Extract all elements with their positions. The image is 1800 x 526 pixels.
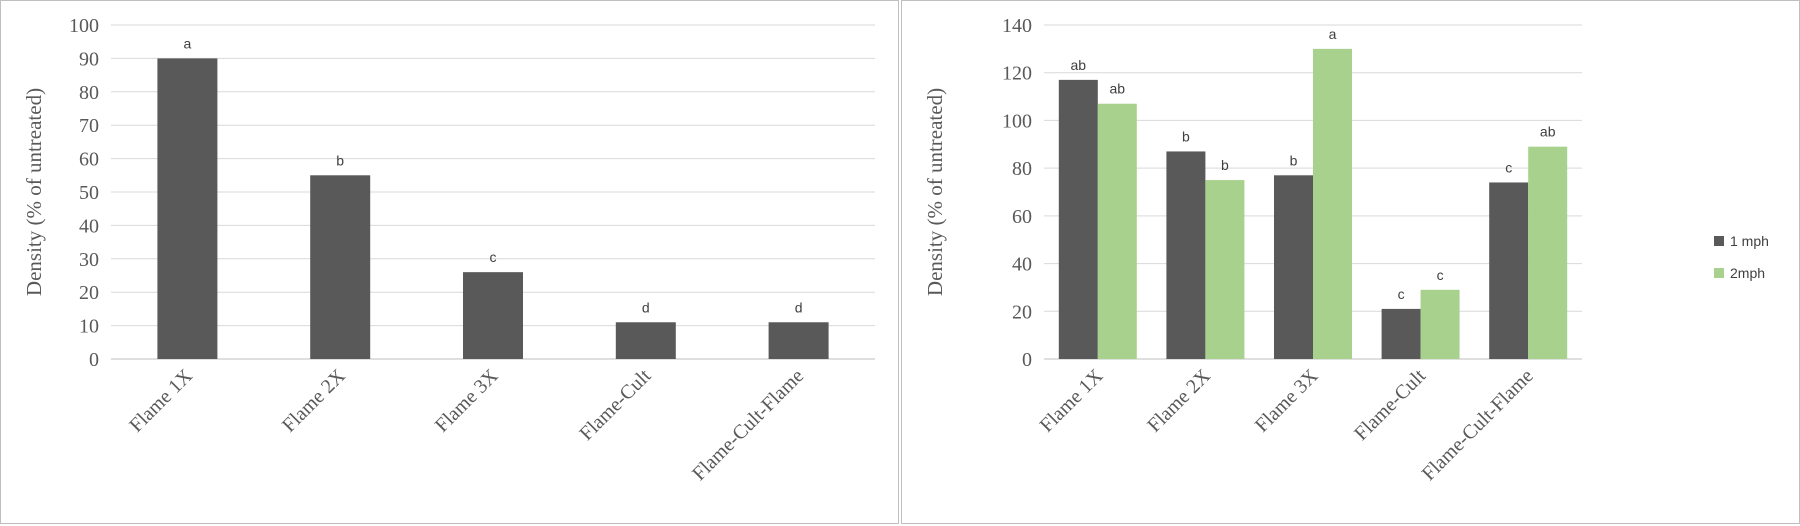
right-bar-chart: 0 20 40 60 80 100 120 140 Density (% of untreate… — [923, 15, 1769, 485]
bar-data-label: c — [1437, 267, 1444, 283]
bar — [768, 322, 829, 359]
bar — [463, 272, 523, 359]
legend-swatch — [1714, 268, 1724, 278]
bar — [1274, 175, 1313, 359]
bar-data-label: b — [1182, 128, 1190, 144]
x-tick-label: Flame-Cult — [575, 365, 655, 445]
y-tick-label: 20 — [1012, 301, 1032, 323]
y-tick-label: 90 — [79, 48, 99, 70]
x-tick-label: Flame-Cult-Flame — [1418, 365, 1538, 485]
bar — [157, 58, 218, 360]
bar-data-label: c — [1398, 286, 1405, 302]
bar-data-label: d — [795, 299, 803, 315]
y-tick-label: 0 — [1022, 349, 1032, 371]
right-chart-panel: 0 20 40 60 80 100 120 140 Density (% of untreate… — [901, 0, 1800, 524]
bar — [1313, 48, 1352, 359]
y-tick-label: 0 — [89, 349, 99, 371]
bar-data-label: b — [336, 152, 344, 168]
y-axis-label: Density (% of untreated) — [923, 88, 947, 296]
y-tick-label: 20 — [79, 282, 99, 304]
legend-label: 1 mph — [1730, 233, 1769, 249]
bar — [1166, 151, 1206, 359]
bar — [1489, 182, 1529, 359]
bar — [615, 322, 676, 359]
y-tick-label: 40 — [79, 215, 99, 237]
bar — [1058, 79, 1098, 359]
left-bar-chart: 0 10 20 30 40 50 60 70 80 90 100 Density (% of untr… — [22, 15, 875, 485]
legend-label: 2mph — [1730, 265, 1765, 281]
x-tick-label: Flame 3X — [1251, 365, 1323, 437]
y-tick-label: 100 — [69, 15, 99, 37]
y-tick-label: 100 — [1002, 110, 1032, 132]
y-tick-label: 30 — [79, 249, 99, 271]
y-tick-label: 60 — [79, 149, 99, 171]
x-tick-label: Flame 1X — [125, 365, 197, 437]
bar — [310, 175, 371, 359]
bar-data-label: c — [490, 249, 497, 265]
x-tick-label: Flame-Cult — [1350, 365, 1430, 445]
bar-data-label: c — [1505, 159, 1512, 175]
x-tick-label: Flame 2X — [278, 365, 350, 437]
bar — [1381, 308, 1421, 359]
bar-data-label: ab — [1540, 124, 1556, 140]
bar — [1420, 289, 1460, 359]
x-tick-label: Flame 2X — [1143, 365, 1215, 437]
y-tick-label: 50 — [79, 182, 99, 204]
y-tick-label: 80 — [1012, 158, 1032, 180]
y-tick-label: 80 — [79, 82, 99, 104]
y-tick-label: 120 — [1002, 63, 1032, 85]
bar-data-label: b — [1290, 152, 1298, 168]
bar-data-label: a — [1329, 26, 1337, 42]
bar-data-label: a — [184, 35, 192, 51]
bar — [1528, 146, 1568, 359]
y-axis-label: Density (% of untreated) — [22, 88, 46, 296]
x-tick-label: Flame 3X — [431, 365, 503, 437]
y-tick-label: 140 — [1002, 15, 1032, 37]
bar-data-label: ab — [1071, 57, 1087, 73]
bar-data-label: b — [1221, 157, 1229, 173]
x-tick-label: Flame-Cult-Flame — [688, 365, 808, 485]
bar-data-label: d — [642, 299, 650, 315]
bar — [1205, 180, 1245, 359]
x-tick-label: Flame 1X — [1036, 365, 1108, 437]
y-tick-label: 40 — [1012, 254, 1032, 276]
y-tick-label: 10 — [79, 316, 99, 338]
y-tick-label: 60 — [1012, 206, 1032, 228]
bar-data-label: ab — [1110, 81, 1126, 97]
legend-swatch — [1714, 236, 1724, 246]
left-chart-panel: 0 10 20 30 40 50 60 70 80 90 100 Density (% of untr… — [0, 0, 899, 524]
y-tick-label: 70 — [79, 115, 99, 137]
bar — [1097, 103, 1137, 359]
